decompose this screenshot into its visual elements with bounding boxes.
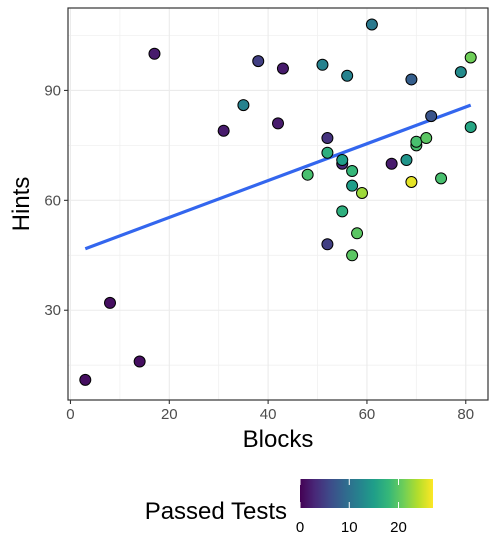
data-point (237, 99, 250, 112)
y-tick-label: 90 (44, 82, 61, 99)
data-point (464, 121, 477, 134)
legend-colorbar (300, 479, 433, 508)
data-point (104, 296, 116, 309)
data-point (148, 47, 161, 60)
x-tick-label: 80 (457, 406, 474, 423)
data-point (351, 227, 364, 240)
data-point (321, 132, 334, 145)
data-point (454, 66, 467, 79)
data-point (405, 176, 418, 189)
data-points (79, 18, 477, 386)
data-point (336, 205, 349, 218)
x-tick-label: 0 (66, 406, 74, 423)
axes: 0 20 40 60 80 30 60 90 (44, 82, 474, 423)
data-point (346, 249, 359, 262)
data-point (420, 132, 433, 145)
data-point (316, 58, 329, 71)
x-tick-label: 40 (260, 406, 277, 423)
color-legend: Passed Tests 0 10 20 (145, 479, 433, 536)
x-tick-label: 60 (359, 406, 376, 423)
x-axis-title: Blocks (243, 426, 314, 453)
data-point (405, 73, 418, 86)
data-point (252, 55, 265, 68)
trend-line-group (84, 103, 472, 251)
panel-border (67, 7, 489, 401)
y-axis-title: Hints (8, 177, 35, 232)
data-point (133, 355, 146, 368)
data-point (341, 69, 354, 82)
y-tick-label: 60 (44, 192, 61, 209)
data-point (410, 135, 423, 148)
legend-tick-label: 10 (341, 519, 358, 536)
data-point (321, 146, 334, 159)
y-tick-label: 30 (44, 302, 61, 319)
trend-line (84, 103, 472, 251)
data-point (435, 172, 448, 185)
data-point (272, 117, 284, 130)
data-point (79, 373, 92, 386)
data-point (321, 238, 334, 251)
data-point (336, 154, 349, 167)
x-tick-label: 20 (161, 406, 178, 423)
data-point (217, 124, 230, 137)
legend-tick-label: 20 (390, 519, 407, 536)
data-point (301, 168, 314, 181)
data-point (346, 165, 359, 178)
data-point (356, 187, 368, 200)
legend-ticks: 0 10 20 (296, 479, 407, 536)
data-point (425, 110, 438, 123)
data-point (385, 157, 398, 170)
data-point (346, 179, 359, 192)
data-point (400, 154, 413, 167)
data-point (276, 62, 289, 75)
data-point (464, 51, 477, 64)
grid-lines (68, 8, 488, 400)
legend-title: Passed Tests (145, 498, 287, 525)
legend-tick-label: 0 (296, 519, 304, 536)
data-point (365, 18, 378, 31)
